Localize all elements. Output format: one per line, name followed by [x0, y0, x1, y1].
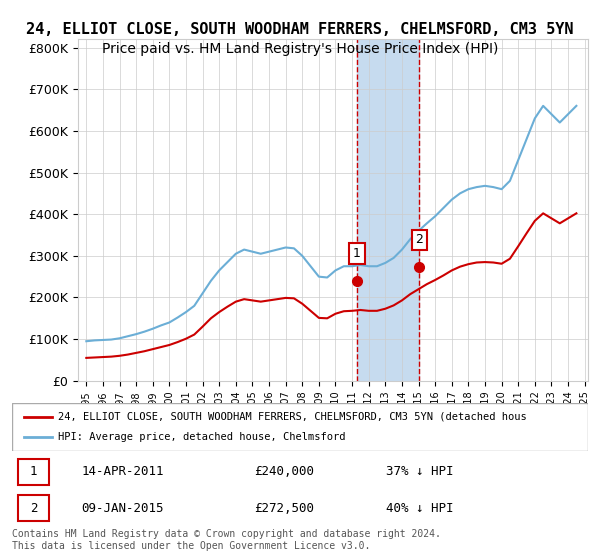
- Text: 40% ↓ HPI: 40% ↓ HPI: [386, 502, 454, 515]
- Text: 2: 2: [30, 502, 37, 515]
- Text: Contains HM Land Registry data © Crown copyright and database right 2024.
This d: Contains HM Land Registry data © Crown c…: [12, 529, 441, 551]
- Text: £240,000: £240,000: [254, 465, 314, 478]
- FancyBboxPatch shape: [12, 403, 588, 451]
- Bar: [357, 39, 419, 381]
- Text: £272,500: £272,500: [254, 502, 314, 515]
- Text: 1: 1: [30, 465, 37, 478]
- FancyBboxPatch shape: [18, 495, 49, 521]
- Text: Price paid vs. HM Land Registry's House Price Index (HPI): Price paid vs. HM Land Registry's House …: [102, 42, 498, 56]
- Text: 24, ELLIOT CLOSE, SOUTH WOODHAM FERRERS, CHELMSFORD, CM3 5YN (detached hous: 24, ELLIOT CLOSE, SOUTH WOODHAM FERRERS,…: [58, 412, 527, 422]
- Text: 09-JAN-2015: 09-JAN-2015: [81, 502, 164, 515]
- Text: 37% ↓ HPI: 37% ↓ HPI: [386, 465, 454, 478]
- Text: HPI: Average price, detached house, Chelmsford: HPI: Average price, detached house, Chel…: [58, 432, 346, 442]
- Text: 1: 1: [353, 247, 361, 260]
- Text: 14-APR-2011: 14-APR-2011: [81, 465, 164, 478]
- Text: 24, ELLIOT CLOSE, SOUTH WOODHAM FERRERS, CHELMSFORD, CM3 5YN: 24, ELLIOT CLOSE, SOUTH WOODHAM FERRERS,…: [26, 22, 574, 38]
- FancyBboxPatch shape: [18, 459, 49, 485]
- Text: 2: 2: [415, 234, 423, 246]
